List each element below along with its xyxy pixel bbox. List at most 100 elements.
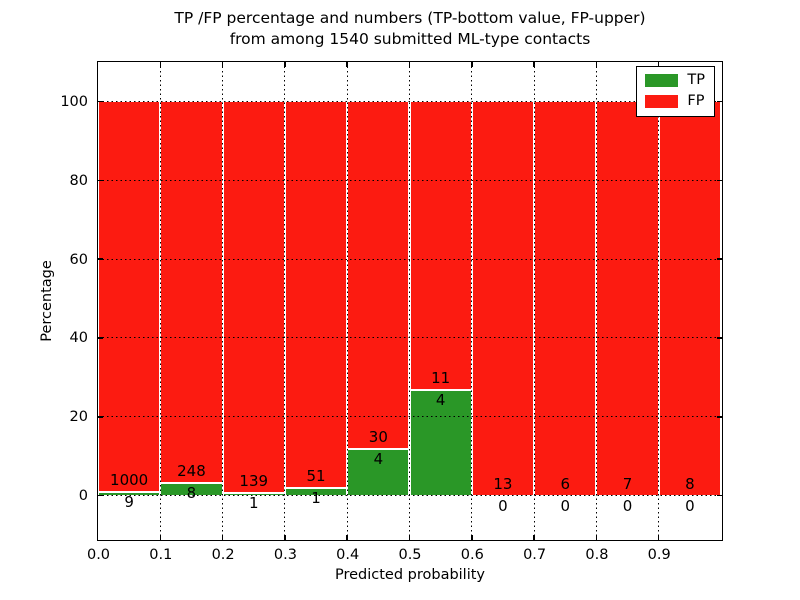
- y-tick-mark: [98, 337, 103, 339]
- fp-count-label: 6: [560, 474, 571, 493]
- chart-title-line1: TP /FP percentage and numbers (TP-bottom…: [174, 9, 646, 27]
- legend: TP FP: [636, 66, 715, 117]
- bar-segment-fp: [160, 101, 223, 484]
- gridline-horizontal: [98, 179, 722, 181]
- x-tick-label: 0.1: [149, 547, 173, 563]
- y-tick-mark-right: [717, 258, 722, 260]
- y-tick-mark: [98, 258, 103, 260]
- gridline-horizontal: [98, 100, 722, 102]
- bar-segment-tp: [347, 449, 410, 496]
- bar-segment-tp: [409, 390, 472, 496]
- x-tick-mark: [346, 535, 348, 540]
- y-tick-label: 60: [69, 251, 88, 268]
- x-tick-label: 0.8: [585, 547, 609, 563]
- x-tick-mark-top: [159, 62, 162, 67]
- gridline-vertical: [471, 62, 473, 540]
- x-tick-label: 0.6: [460, 547, 484, 563]
- x-axis-label: Predicted probability: [334, 567, 486, 583]
- legend-label: FP: [687, 93, 705, 109]
- x-tick-label: 0.5: [398, 547, 422, 563]
- fp-count-label: 1000: [110, 471, 149, 490]
- y-tick-mark-right: [717, 494, 722, 497]
- y-tick-label: 40: [69, 330, 88, 347]
- legend-item-tp: TP: [645, 73, 705, 88]
- x-tick-label: 0.7: [523, 547, 547, 563]
- fp-count-label: 11: [431, 369, 451, 388]
- gridline-vertical: [658, 62, 660, 540]
- fp-count-label: 8: [685, 474, 695, 493]
- x-tick-label: 0.2: [211, 547, 235, 563]
- gridline-horizontal: [98, 258, 722, 260]
- gridline-horizontal: [98, 337, 722, 339]
- fp-count-label: 139: [239, 471, 269, 490]
- bar-segment-fp: [596, 101, 659, 496]
- y-tick-label: 0: [78, 488, 88, 505]
- bar-segment-tp: [160, 483, 223, 496]
- plot-area: 1000 9 248 8 139 1 51 1 30 4 11 4 13 0 6 0 7 0 8 0 TP FP: [97, 61, 723, 541]
- x-tick-mark-top: [595, 62, 598, 67]
- legend-label: TP: [687, 72, 705, 88]
- y-tick-mark-right: [717, 337, 722, 339]
- bar-segment-fp: [284, 101, 348, 489]
- x-tick-mark-top: [471, 62, 473, 67]
- bar-segment-fp: [222, 101, 285, 493]
- gridline-vertical: [159, 62, 161, 540]
- x-tick-mark: [159, 535, 162, 540]
- x-tick-mark: [533, 535, 535, 540]
- fp-count-label: 13: [493, 474, 513, 493]
- bar-segment-fp: [409, 101, 472, 391]
- bar-segment-fp: [347, 101, 410, 450]
- gridline-vertical: [222, 62, 224, 540]
- y-tick-label: 100: [60, 93, 88, 110]
- x-tick-mark: [471, 535, 473, 540]
- x-tick-mark: [221, 535, 224, 540]
- fp-count-label: 51: [306, 467, 326, 486]
- x-tick-mark-top: [221, 62, 224, 67]
- x-tick-label: 0.4: [336, 547, 360, 563]
- x-tick-mark: [595, 535, 598, 540]
- bar-segment-fp: [471, 101, 535, 496]
- y-tick-mark-right: [717, 416, 722, 418]
- fp-swatch: [645, 95, 679, 108]
- x-tick-label: 0.3: [273, 547, 297, 563]
- gridline-vertical: [409, 62, 410, 540]
- x-tick-mark: [284, 535, 286, 540]
- bar-segment-fp: [658, 101, 721, 496]
- gridline-vertical: [346, 62, 348, 540]
- x-tick-mark-top: [346, 62, 348, 67]
- tp-count-label: 0: [498, 496, 508, 515]
- x-tick-mark-top: [657, 62, 660, 67]
- y-tick-mark: [98, 494, 103, 497]
- tp-count-label: 8: [186, 484, 197, 503]
- bar-segment-fp: [534, 101, 597, 496]
- tp-count-label: 0: [560, 496, 571, 515]
- y-tick-label: 80: [69, 172, 88, 189]
- fp-count-label: 30: [368, 428, 388, 447]
- y-tick-mark-right: [717, 100, 722, 103]
- legend-item-fp: FP: [645, 94, 705, 109]
- x-tick-label: 0.0: [86, 547, 111, 563]
- tp-swatch: [645, 74, 679, 87]
- x-tick-mark-top: [284, 62, 286, 67]
- tp-count-label: 1: [248, 493, 259, 512]
- gridline-horizontal: [98, 495, 722, 497]
- fp-count-label: 7: [622, 474, 633, 493]
- y-tick-label: 20: [69, 409, 88, 426]
- bar-segment-fp: [98, 101, 161, 493]
- y-tick-mark: [98, 100, 103, 103]
- tp-count-label: 4: [435, 391, 446, 410]
- x-tick-label: 0.9: [647, 547, 671, 563]
- y-tick-mark: [98, 416, 103, 418]
- y-tick-mark-right: [717, 179, 722, 181]
- tp-count-label: 1: [311, 489, 321, 508]
- chart-title-line2: from among 1540 submitted ML-type contac…: [229, 30, 591, 48]
- x-tick-mark-top: [408, 62, 411, 67]
- x-tick-mark: [657, 535, 660, 540]
- fp-count-label: 248: [177, 462, 206, 481]
- x-tick-mark-top: [533, 62, 535, 67]
- gridline-vertical: [595, 62, 597, 540]
- chart-title: TP /FP percentage and numbers (TP-bottom…: [97, 8, 723, 50]
- tp-count-label: 0: [685, 496, 695, 515]
- tp-count-label: 4: [373, 450, 384, 469]
